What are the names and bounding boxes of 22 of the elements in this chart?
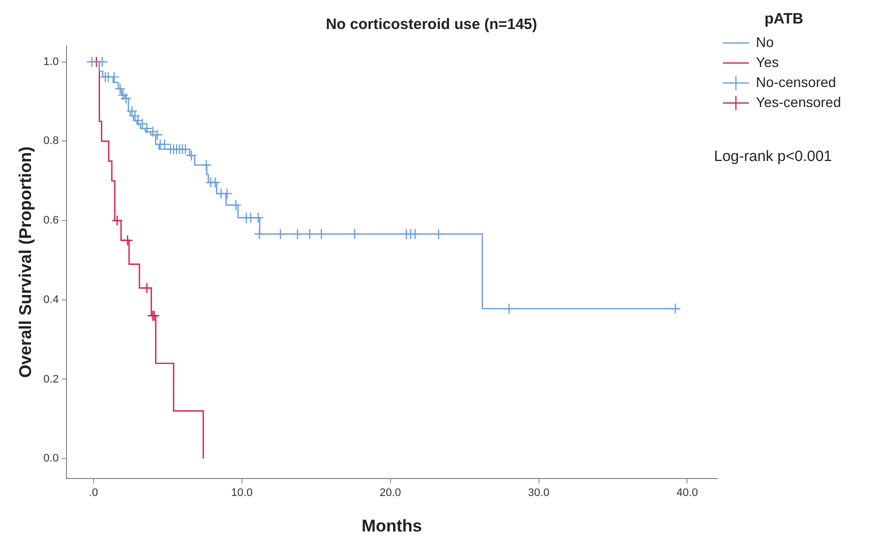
legend-label: No — [756, 34, 774, 50]
y-tick-label: 0.2 — [43, 373, 59, 386]
annotation: Log-rank p<0.001 — [714, 148, 832, 165]
x-axis-title: Months — [362, 516, 422, 536]
y-tick-label: 0.4 — [43, 294, 59, 306]
legend-label: Yes — [756, 54, 779, 70]
y-tick-label: 0.0 — [43, 452, 59, 465]
legend-label: No-censored — [756, 74, 836, 90]
point — [112, 214, 123, 226]
legend-title: pATB — [764, 10, 804, 28]
point — [120, 92, 132, 104]
legend-label: Yes-censored — [756, 94, 841, 110]
y-tick-label: 0.6 — [43, 214, 59, 227]
y-tick-label: 1.0 — [43, 56, 59, 68]
y-axis-title: Overall Survival (Proportion) — [16, 146, 35, 378]
x-tick-label: 40.0 — [676, 487, 698, 500]
x-tick-label: .0 — [88, 487, 98, 500]
x-tick-label: 10.0 — [231, 487, 253, 500]
chart-title: No corticosteroid use (n=145) — [326, 16, 538, 34]
x-tick-label: 30.0 — [528, 487, 550, 500]
x-tick-label: 20.0 — [380, 487, 402, 500]
y-tick-label: 0.8 — [43, 135, 59, 148]
